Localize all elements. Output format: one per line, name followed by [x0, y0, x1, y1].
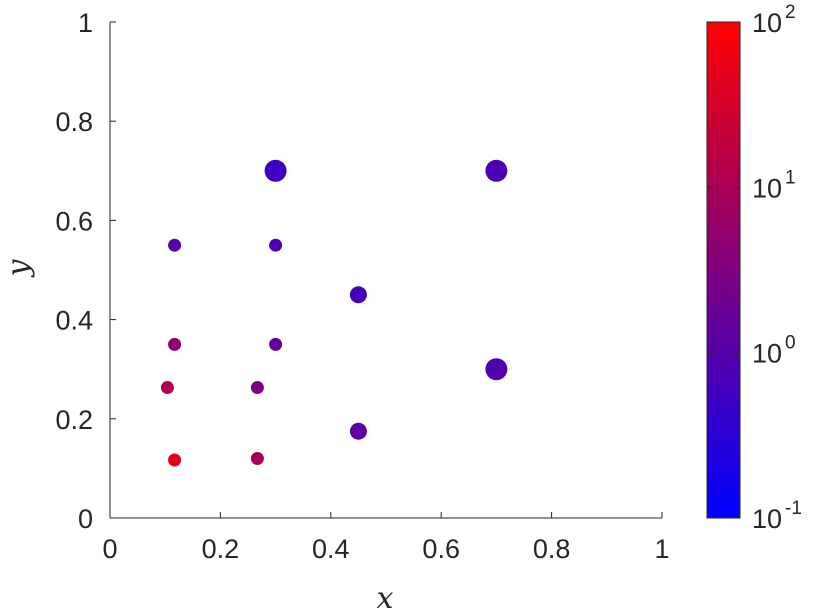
colorbar-tick-label: 10 -1	[752, 498, 802, 534]
data-point	[250, 381, 264, 395]
y-axis-label: y	[1, 258, 36, 278]
data-point	[168, 337, 182, 351]
data-point	[250, 451, 264, 465]
data-point	[485, 159, 508, 182]
data-point	[269, 337, 283, 351]
x-tick-label: 0.2	[202, 534, 240, 564]
colorbar-gradient	[706, 21, 741, 519]
colorbar-tick-label: 10 2	[752, 2, 796, 38]
y-tick-label: 0.6	[55, 206, 93, 236]
y-tick-label: 0.2	[55, 405, 93, 435]
data-point	[269, 238, 283, 252]
x-tick-label: 0	[102, 534, 117, 564]
y-tick-label: 0.4	[55, 306, 93, 336]
x-tick-label: 1	[654, 534, 669, 564]
y-tick-label: 0.8	[55, 107, 93, 137]
colorbar-tick-label: 10 0	[752, 333, 796, 369]
data-point	[485, 358, 508, 381]
y-tick-label: 1	[78, 8, 93, 38]
data-point	[168, 453, 182, 467]
data-point	[160, 381, 174, 395]
y-tick-label: 0	[78, 504, 93, 534]
x-tick-label: 0.6	[422, 534, 460, 564]
x-tick-label: 0.4	[312, 534, 350, 564]
x-tick-label: 0.8	[533, 534, 571, 564]
plot-axes: 0 0.2 0.4 0.6 0.8 1 0 0.2 0.4 0.6 0.8 1	[55, 8, 669, 564]
colorbar-tick-label: 10 1	[752, 167, 796, 203]
data-point	[168, 238, 182, 252]
x-axis-label: x	[377, 581, 394, 612]
data-point	[264, 159, 287, 182]
data-points	[160, 159, 508, 467]
data-point	[349, 286, 367, 304]
data-point	[349, 422, 367, 440]
